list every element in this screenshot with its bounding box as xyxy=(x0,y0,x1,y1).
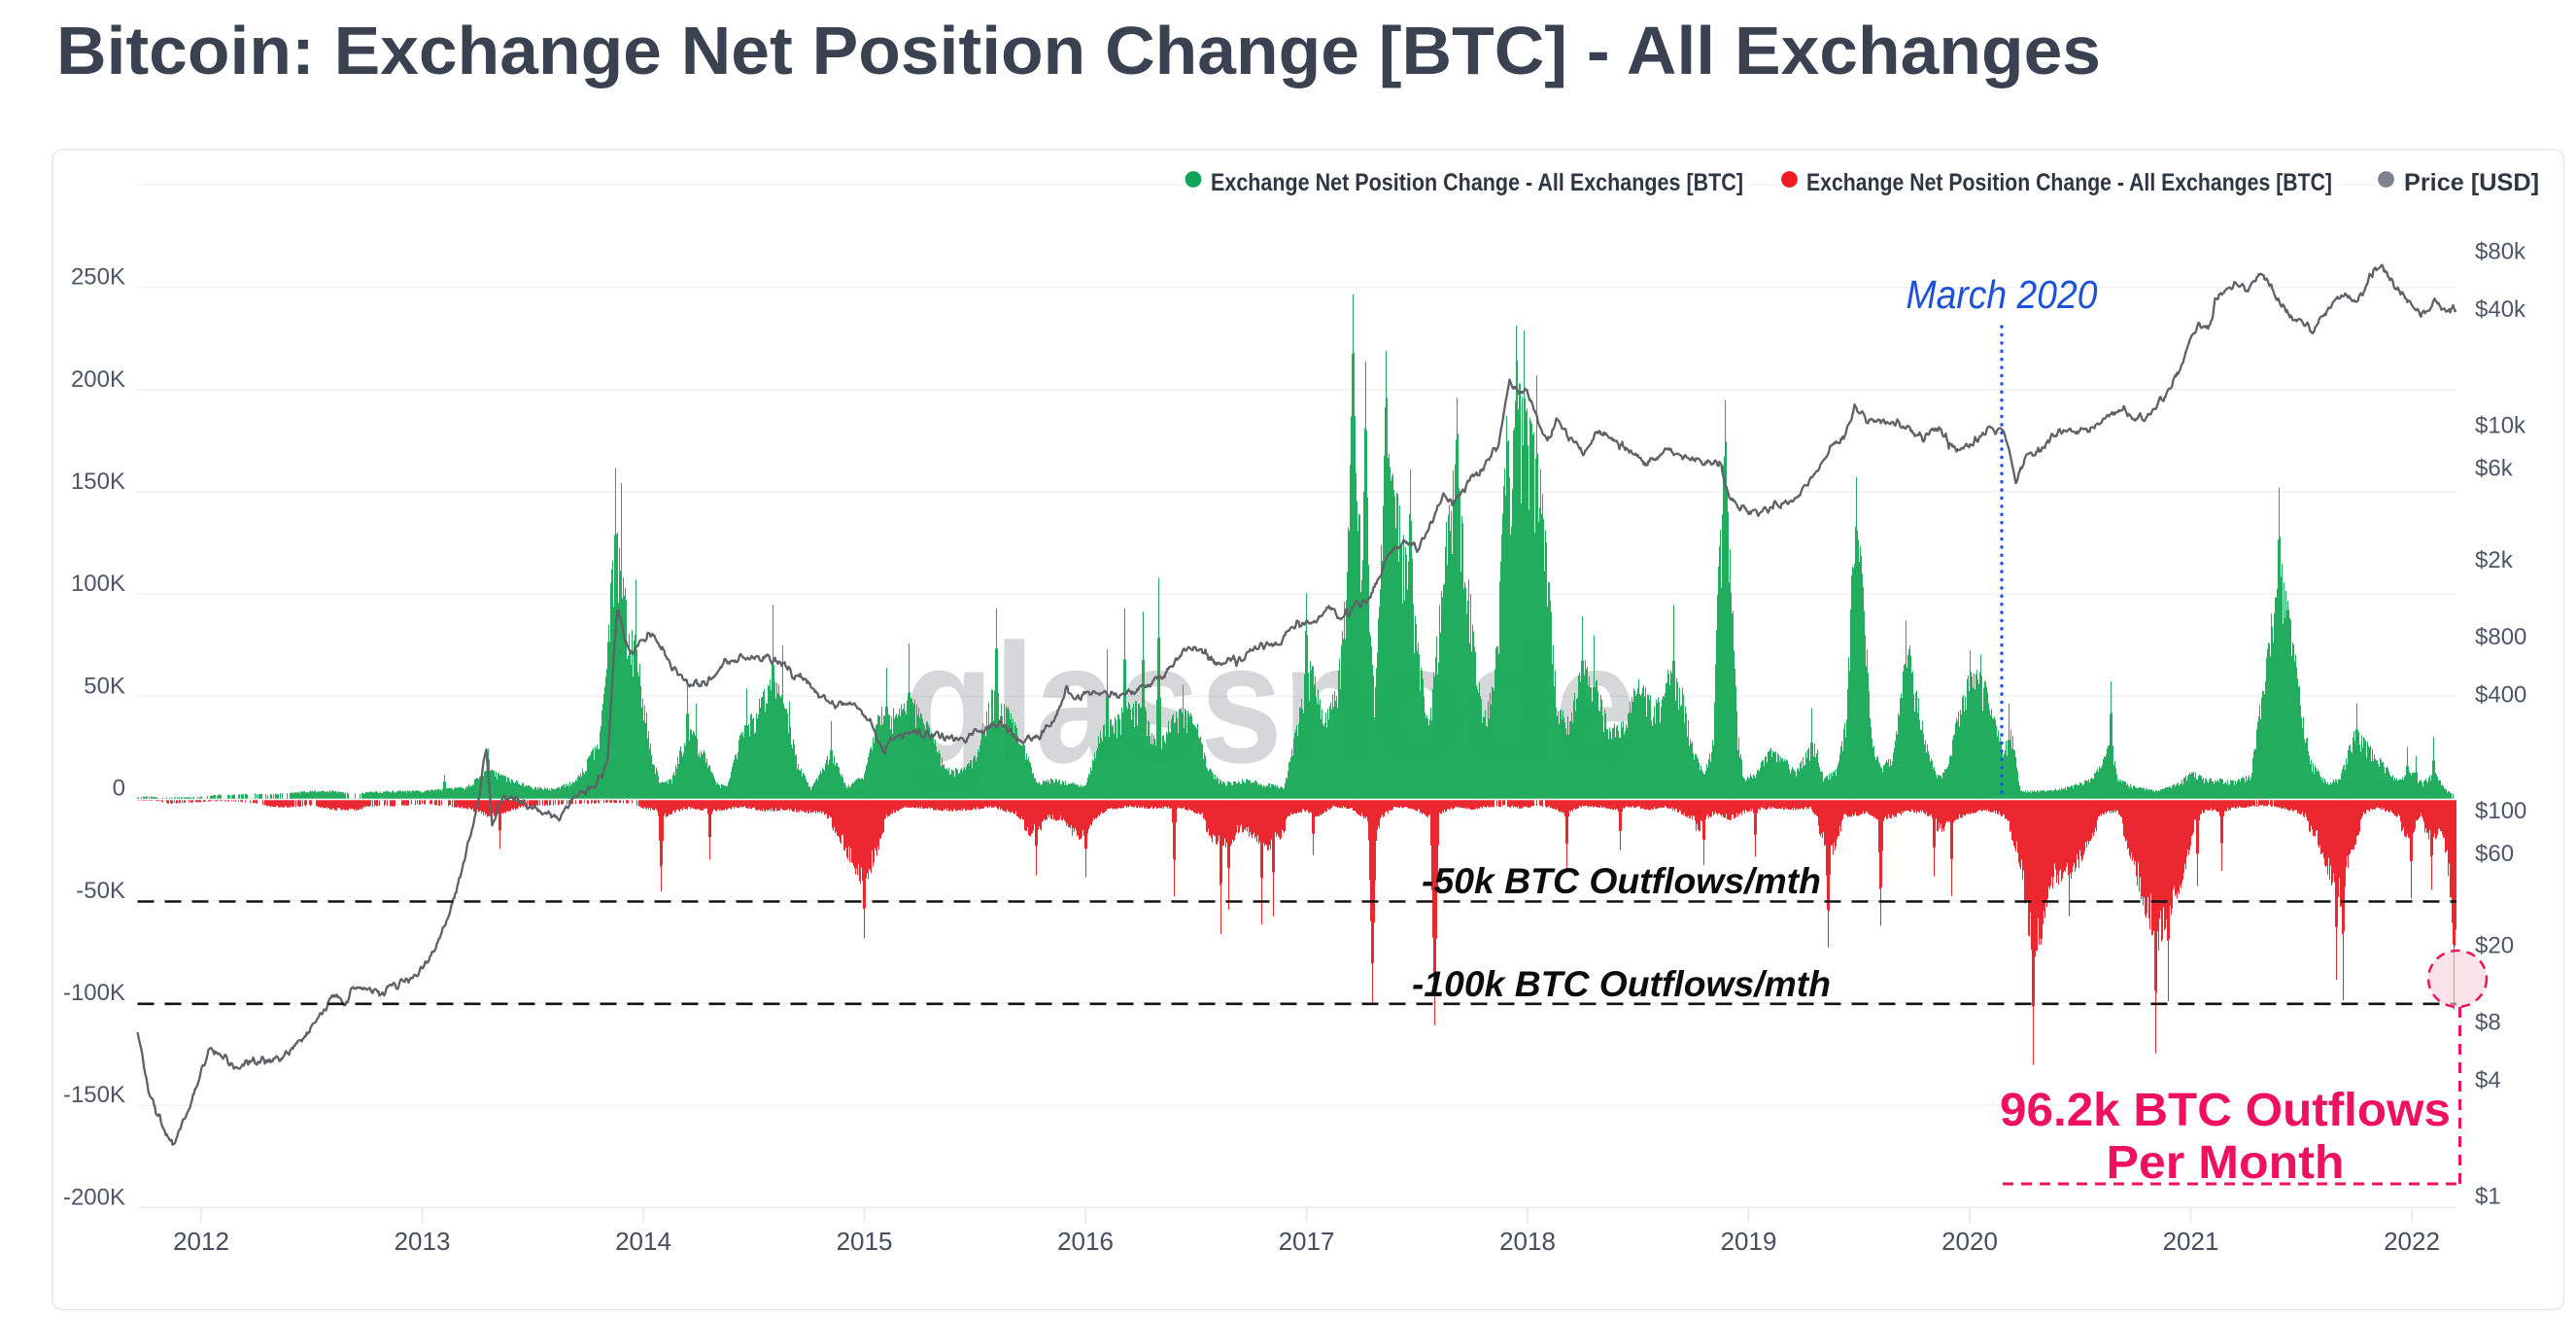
svg-text:2022: 2022 xyxy=(2384,1227,2440,1256)
svg-text:-100k BTC Outflows/mth: -100k BTC Outflows/mth xyxy=(1412,964,1831,1004)
svg-text:100K: 100K xyxy=(71,571,125,597)
svg-text:$10k: $10k xyxy=(2475,413,2526,439)
svg-text:250K: 250K xyxy=(71,264,125,291)
svg-text:$100: $100 xyxy=(2475,798,2526,824)
svg-text:2019: 2019 xyxy=(1721,1227,1777,1256)
svg-text:$8: $8 xyxy=(2475,1009,2501,1035)
svg-text:0: 0 xyxy=(113,776,125,802)
svg-text:2018: 2018 xyxy=(1499,1227,1556,1256)
svg-text:$2k: $2k xyxy=(2475,547,2514,573)
svg-text:$4: $4 xyxy=(2475,1067,2501,1093)
svg-text:$6k: $6k xyxy=(2475,456,2514,482)
svg-text:2017: 2017 xyxy=(1279,1227,1335,1256)
svg-text:-100K: -100K xyxy=(63,980,125,1006)
svg-text:96.2k BTC Outflows: 96.2k BTC Outflows xyxy=(2000,1085,2451,1136)
svg-text:Exchange Net Position Change -: Exchange Net Position Change - All Excha… xyxy=(1806,169,2332,196)
svg-text:2013: 2013 xyxy=(395,1227,451,1256)
svg-text:March 2020: March 2020 xyxy=(1906,272,2098,317)
svg-text:2015: 2015 xyxy=(837,1227,893,1256)
svg-text:Bitcoin: Exchange Net Position: Bitcoin: Exchange Net Position Change [B… xyxy=(56,13,2101,88)
svg-text:2020: 2020 xyxy=(1941,1227,1998,1256)
svg-text:$400: $400 xyxy=(2475,682,2526,709)
svg-text:$60: $60 xyxy=(2475,841,2514,867)
svg-text:-50k BTC Outflows/mth: -50k BTC Outflows/mth xyxy=(1422,861,1821,901)
svg-text:$40k: $40k xyxy=(2475,296,2526,323)
svg-text:Exchange Net Position Change -: Exchange Net Position Change - All Excha… xyxy=(1211,169,1743,196)
svg-text:$20: $20 xyxy=(2475,932,2514,958)
svg-text:50K: 50K xyxy=(84,673,125,699)
svg-text:150K: 150K xyxy=(71,468,125,495)
svg-text:Price [USD]: Price [USD] xyxy=(2404,169,2539,196)
svg-text:200K: 200K xyxy=(71,366,125,393)
svg-text:$800: $800 xyxy=(2475,624,2526,650)
svg-text:2016: 2016 xyxy=(1057,1227,1114,1256)
svg-text:-150K: -150K xyxy=(63,1082,125,1108)
svg-text:2012: 2012 xyxy=(173,1227,229,1256)
svg-text:$1: $1 xyxy=(2475,1183,2501,1209)
svg-text:$80k: $80k xyxy=(2475,239,2526,265)
svg-text:Per Month: Per Month xyxy=(2107,1137,2345,1189)
svg-text:-200K: -200K xyxy=(63,1184,125,1210)
svg-text:-50K: -50K xyxy=(76,878,125,904)
svg-text:2021: 2021 xyxy=(2163,1227,2219,1256)
svg-text:2014: 2014 xyxy=(615,1227,671,1256)
